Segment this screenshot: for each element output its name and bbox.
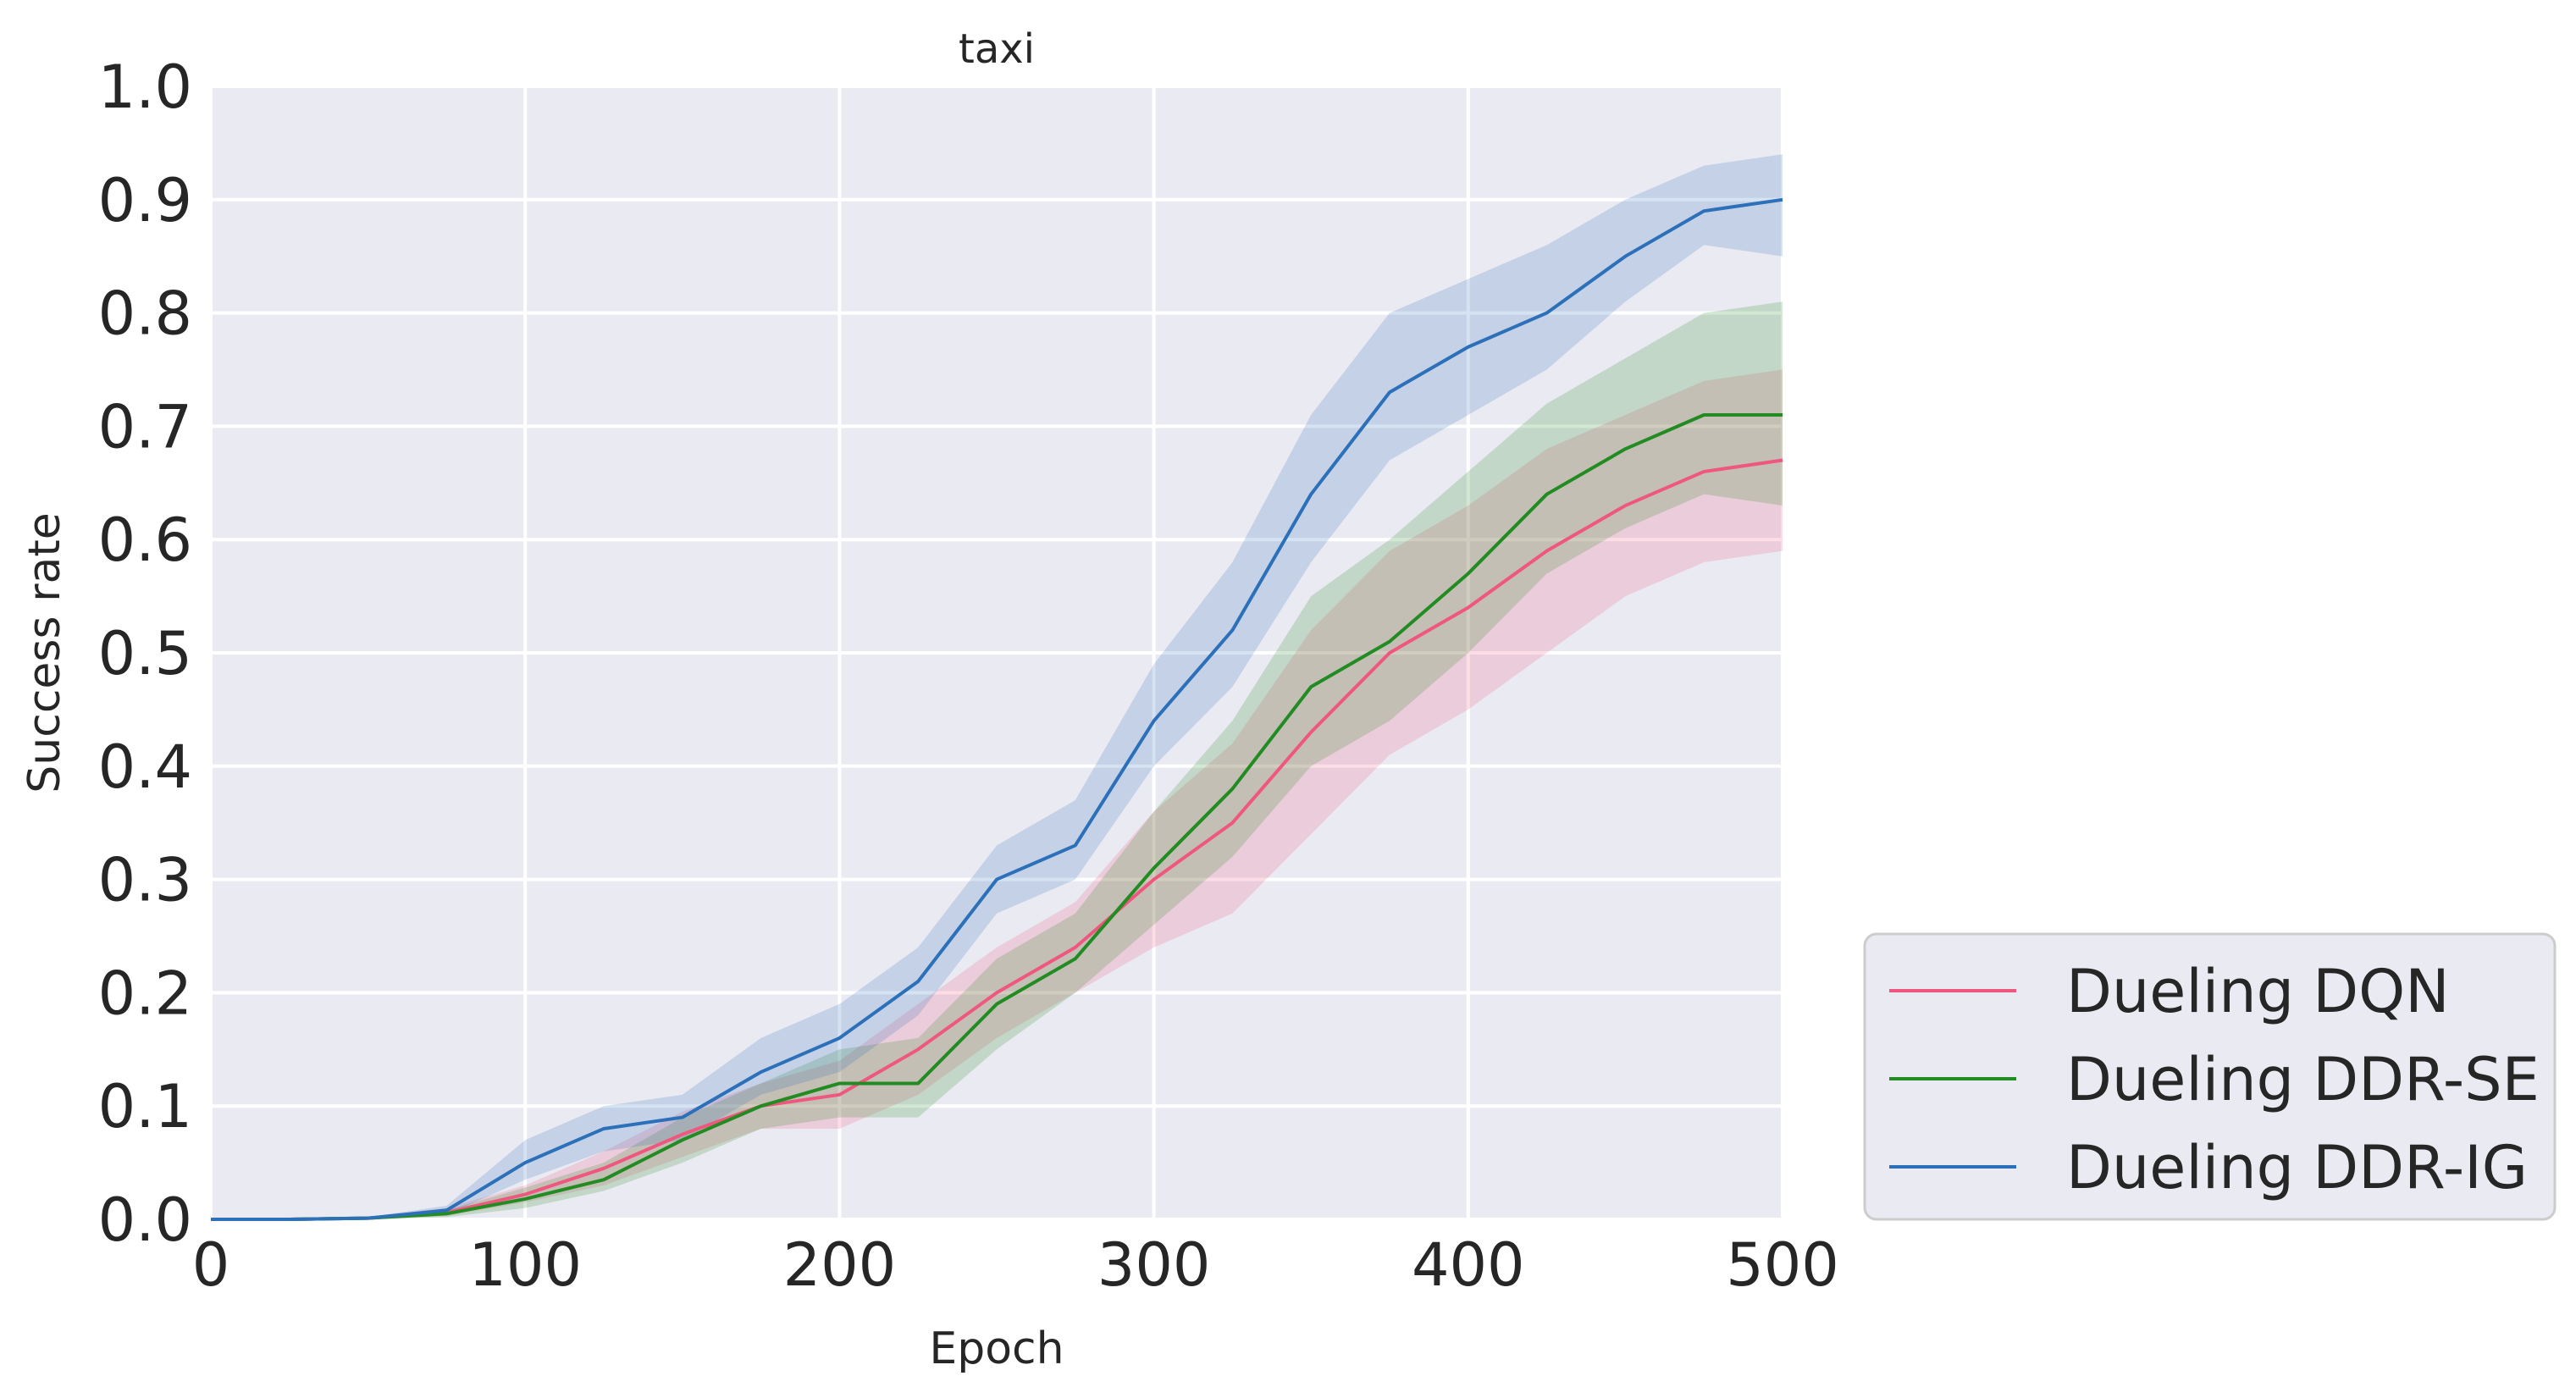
- legend-label-2: Dueling DDR-IG: [2066, 1133, 2528, 1202]
- chart-title: taxi: [959, 25, 1035, 73]
- y-tick-label: 0.5: [98, 619, 192, 688]
- y-tick-label: 0.6: [98, 506, 192, 575]
- x-axis-ticks: 0 100 200 300 400 500: [192, 1230, 1839, 1300]
- y-axis-label: Success rate: [19, 512, 70, 793]
- legend-label-1: Dueling DDR-SE: [2066, 1045, 2540, 1114]
- series-lines: [211, 197, 1783, 1221]
- y-tick-label: 0.8: [98, 279, 192, 349]
- y-tick-label: 0.3: [98, 846, 192, 915]
- y-axis-ticks: 0.0 0.1 0.2 0.3 0.4 0.5 0.6 0.7 0.8 0.9 1.0: [98, 52, 192, 1255]
- y-tick-label: 0.9: [98, 166, 192, 235]
- y-tick-label: 1.0: [98, 52, 192, 122]
- x-axis-label: Epoch: [929, 1323, 1064, 1374]
- confidence-bands: [211, 154, 1783, 1220]
- y-tick-label: 0.4: [98, 732, 192, 802]
- series-band-0: [211, 369, 1783, 1219]
- x-tick-label: 200: [783, 1230, 897, 1300]
- x-tick-label: 0: [192, 1230, 230, 1300]
- y-tick-label: 0.1: [98, 1072, 192, 1141]
- series-band-2: [211, 154, 1783, 1219]
- series-line-1: [211, 413, 1783, 1221]
- x-tick-label: 300: [1097, 1230, 1211, 1300]
- x-tick-label: 500: [1726, 1230, 1839, 1300]
- legend-label-0: Dueling DQN: [2066, 957, 2450, 1026]
- legend-box: [1863, 932, 2557, 1221]
- x-tick-label: 400: [1412, 1230, 1525, 1300]
- legend: Dueling DQN Dueling DDR-SE Dueling DDR-IG: [1863, 932, 2557, 1221]
- y-tick-label: 0.2: [98, 959, 192, 1028]
- x-tick-label: 100: [468, 1230, 582, 1300]
- series-line-2: [211, 197, 1783, 1221]
- series-band-1: [211, 301, 1783, 1220]
- series-line-0: [211, 458, 1783, 1221]
- y-tick-label: 0.7: [98, 392, 192, 461]
- y-tick-label: 0.0: [98, 1185, 192, 1255]
